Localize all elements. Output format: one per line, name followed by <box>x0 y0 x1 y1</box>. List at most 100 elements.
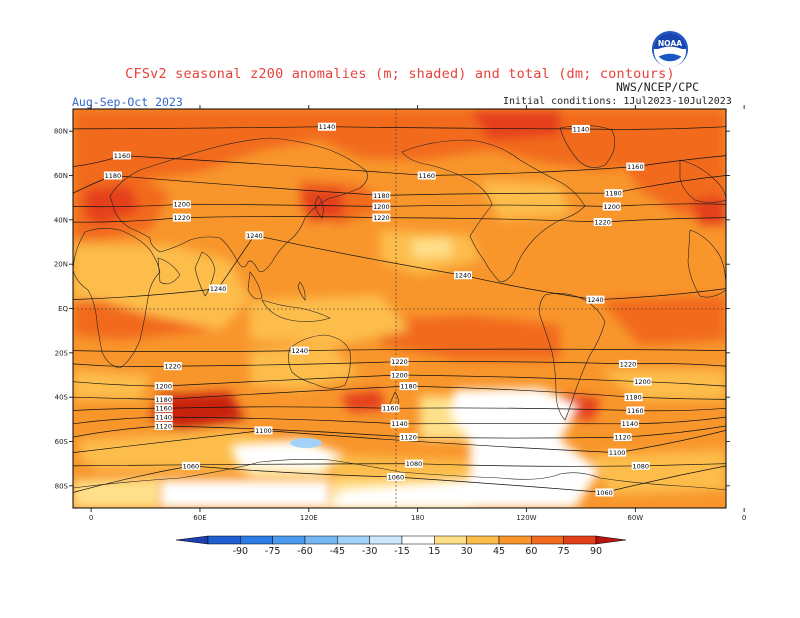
contour-label-box <box>624 393 643 402</box>
colorbar-arrow-left <box>175 535 209 545</box>
contour-labels: 1140 1140 1160 1160 1160 1180 1180 1180 1200 1200… <box>103 122 652 497</box>
contour-label: 1220 <box>163 362 182 371</box>
contour-label-box <box>181 461 200 470</box>
lat-tick-label: 80N <box>54 128 68 136</box>
contour-label-box <box>399 433 418 442</box>
contour-label: 1220 <box>372 213 391 222</box>
contour-label-text: 1180 <box>105 172 122 180</box>
lon-tick-label: 60E <box>193 514 206 522</box>
contour-label: 1160 <box>154 404 173 413</box>
contour-label-text: 1200 <box>155 382 172 390</box>
contour-label: 1220 <box>172 213 191 222</box>
contour-label-box <box>626 406 645 415</box>
contour-label-text: 1160 <box>627 163 644 171</box>
contour-label: 1140 <box>317 122 336 131</box>
contour-label-text: 1100 <box>609 449 626 457</box>
contour-label-box <box>386 472 405 481</box>
contour-label-box <box>593 218 612 227</box>
contour-label-text: 1160 <box>155 405 172 413</box>
colorbar-label: -15 <box>394 546 410 557</box>
contour-label-text: 1240 <box>246 232 263 240</box>
contour-label-text: 1060 <box>388 473 405 481</box>
contour-label-text: 1220 <box>620 360 637 368</box>
contour-label-box <box>290 346 309 355</box>
contour-label-text: 1220 <box>594 218 611 226</box>
contour-label: 1240 <box>586 295 605 304</box>
contour-label-text: 1160 <box>382 405 399 413</box>
colorbar: -90 -75 -60 -45 -30 -15 15 30 45 60 75 90 <box>175 535 627 557</box>
colorbar-label: 30 <box>461 546 473 557</box>
contour-label-box <box>619 359 638 368</box>
contour-label-text: 1220 <box>373 214 390 222</box>
contour-label-box <box>626 162 645 171</box>
contour-label-box <box>620 419 639 428</box>
contour-line <box>73 430 726 453</box>
initial-conditions: Initial conditions: 1Jul2023-10Jul2023 <box>503 96 732 107</box>
contour-label-box <box>604 189 623 198</box>
contour-label-text: 1220 <box>164 363 181 371</box>
contour-label: 1140 <box>620 419 639 428</box>
contour-label-text: 1080 <box>406 460 423 468</box>
contour-label-box <box>453 271 472 280</box>
contour-label-text: 1160 <box>627 407 644 415</box>
contour-label-box <box>631 461 650 470</box>
contour-label-text: 1080 <box>632 462 649 470</box>
contour-label: 1080 <box>631 461 650 470</box>
contour-label: 1240 <box>245 231 264 240</box>
lon-tick-label: 180 <box>411 514 424 522</box>
colorbar-box <box>337 535 370 545</box>
contour-label-box <box>245 231 264 240</box>
contour-label-text: 1240 <box>210 285 227 293</box>
contour-line <box>73 463 726 467</box>
contour-line <box>73 348 726 352</box>
colorbar-label: -75 <box>265 546 281 557</box>
contour-label-box <box>390 357 409 366</box>
contour-label: 1160 <box>626 162 645 171</box>
contour-label-text: 1240 <box>291 347 308 355</box>
lat-tick-label: 60N <box>54 172 68 180</box>
contour-label: 1060 <box>386 472 405 481</box>
contour-label-text: 1180 <box>625 394 642 402</box>
contour-label-box <box>399 382 418 391</box>
contour-label-box <box>613 433 632 442</box>
contour-label-box <box>608 448 627 457</box>
lat-tick-label: 40S <box>55 394 69 402</box>
svg-text:NOAA: NOAA <box>658 39 682 48</box>
contour-line <box>73 234 726 300</box>
contour-label-box <box>372 213 391 222</box>
colorbar-box <box>498 535 532 545</box>
lon-tick-label: 60W <box>627 514 643 522</box>
contour-label: 1140 <box>571 124 590 133</box>
contour-label-box <box>163 362 182 371</box>
contour-label-text: 1140 <box>573 125 590 133</box>
noaa-logo-icon: NOAA <box>651 30 689 68</box>
contour-line <box>73 126 726 130</box>
contour-label: 1200 <box>372 202 391 211</box>
contour-label-text: 1120 <box>400 433 417 441</box>
lon-tick-label: 120E <box>300 514 318 522</box>
colorbar-box <box>207 535 241 545</box>
contour-label-text: 1240 <box>455 272 472 280</box>
colorbar-label: 60 <box>525 546 537 557</box>
colorbar-label: 45 <box>493 546 505 557</box>
forecast-period: Aug-Sep-Oct 2023 <box>72 95 183 109</box>
contour-label: 1140 <box>390 419 409 428</box>
contour-label-text: 1180 <box>400 382 417 390</box>
colorbar-label: -30 <box>362 546 378 557</box>
contour-label: 1060 <box>181 461 200 470</box>
contour-label: 1160 <box>626 406 645 415</box>
lat-tick-label: 40N <box>54 216 68 224</box>
contour-label-text: 1100 <box>255 427 272 435</box>
contour-label: 1060 <box>595 488 614 497</box>
contour-label-text: 1200 <box>174 201 191 209</box>
contour-label: 1200 <box>633 377 652 386</box>
contour-label-text: 1200 <box>391 371 408 379</box>
colorbar-label: 90 <box>590 546 602 557</box>
contour-label: 1160 <box>417 171 436 180</box>
colorbar-box <box>531 535 564 545</box>
contour-label-text: 1120 <box>614 433 631 441</box>
contour-label: 1220 <box>390 357 409 366</box>
contour-label: 1120 <box>154 421 173 430</box>
contour-label-text: 1140 <box>622 420 639 428</box>
